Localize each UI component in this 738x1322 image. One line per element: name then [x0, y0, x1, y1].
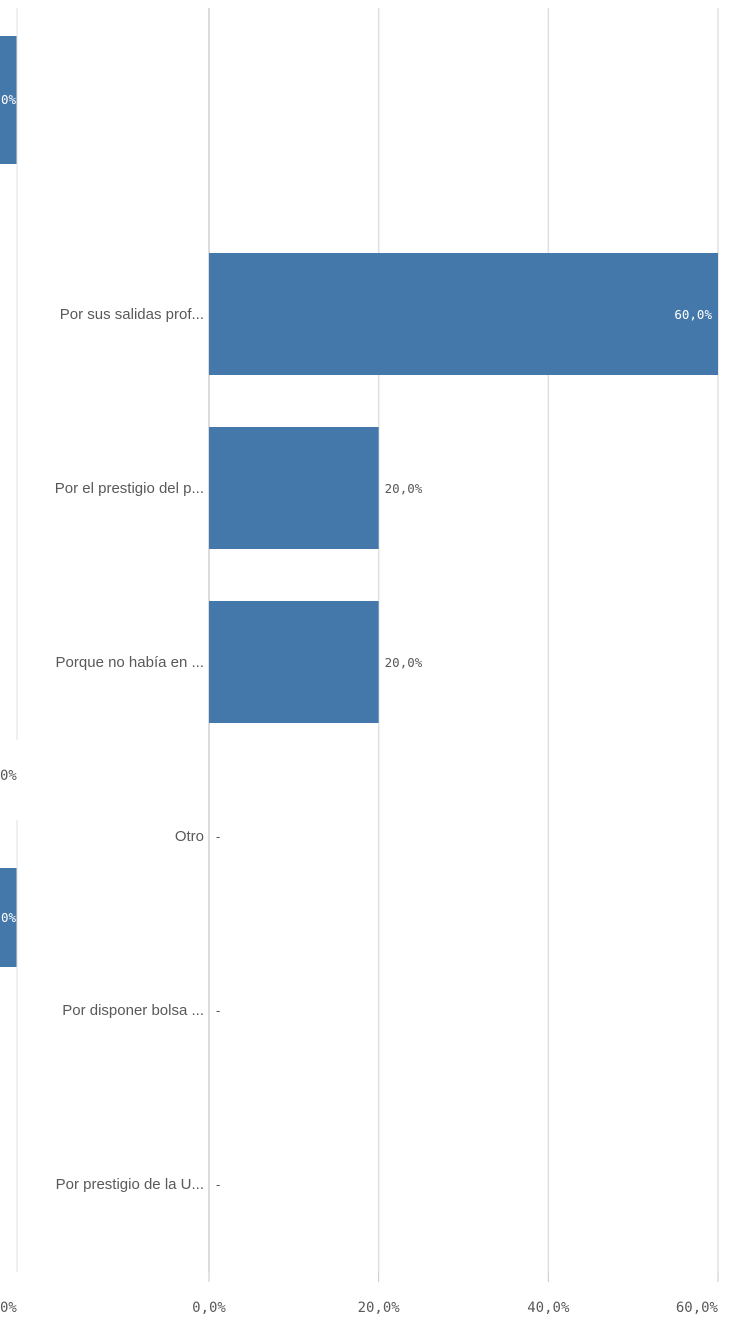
value-labels: 60,0% 20,0% 20,0% - - -: [216, 307, 712, 1192]
category-label: Porque no había en ...: [56, 654, 204, 671]
category-label: Por prestigio de la U...: [56, 1176, 204, 1193]
category-label: Por el prestigio del p...: [55, 480, 204, 497]
left-top-axis-tick: 0%: [0, 768, 17, 784]
category-labels: Por sus salidas prof... Por el prestigio …: [55, 306, 204, 1193]
x-tick-label: 0,0%: [192, 1300, 226, 1316]
left-bottom-bar-value: 0%: [1, 910, 17, 925]
x-tick-label: 20,0%: [358, 1300, 401, 1316]
bar-value-label: -: [216, 1177, 220, 1192]
left-partial-panel: 0% 0% 0% 0%: [0, 8, 18, 1316]
category-label: Otro: [175, 828, 204, 845]
left-bottom-bar-fragment: [0, 868, 17, 967]
bar[interactable]: [209, 427, 379, 549]
bar-value-label: -: [216, 1003, 220, 1018]
bars: [209, 253, 718, 723]
bar-value-label: 20,0%: [385, 655, 423, 670]
bar[interactable]: [209, 601, 379, 723]
bar-value-label: 60,0%: [674, 307, 712, 322]
left-top-bar-fragment: [0, 36, 17, 164]
x-tick-label: 40,0%: [527, 1300, 570, 1316]
category-label: Por disponer bolsa ...: [62, 1002, 204, 1019]
x-tick-label: 60,0%: [676, 1300, 719, 1316]
left-bottom-axis-tick: 0%: [0, 1300, 17, 1316]
bar[interactable]: [209, 253, 718, 375]
bar-value-label: 20,0%: [385, 481, 423, 496]
category-label: Por sus salidas prof...: [60, 306, 204, 323]
left-top-bar-value: 0%: [1, 92, 17, 107]
x-axis-ticks: 0,0% 20,0% 40,0% 60,0%: [192, 1272, 719, 1316]
bar-value-label: -: [216, 829, 220, 844]
